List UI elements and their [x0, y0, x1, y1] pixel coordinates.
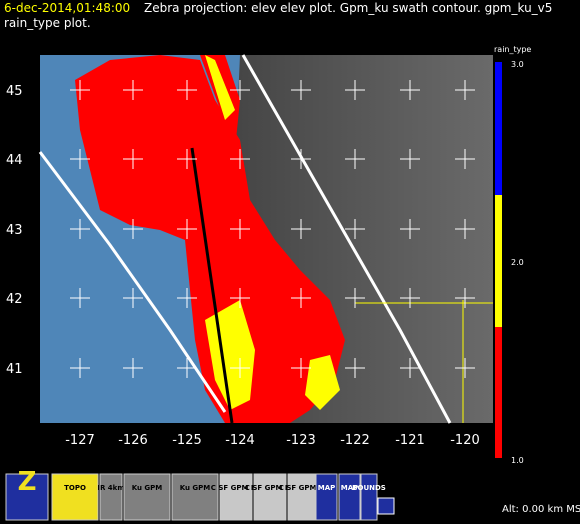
lon-label: -125 — [172, 433, 202, 448]
tool-icon[interactable]: Ku GPM — [123, 473, 171, 521]
tool-icon[interactable]: C SF GPM Ku — [279, 473, 329, 521]
icon-label: C SF GPM Ku — [279, 484, 329, 492]
altitude: Alt: 0.00 km MSL — [502, 504, 580, 515]
timestamp: 6-dec-2014,01:48:00 — [4, 1, 130, 15]
tool-icon[interactable]: BOUNDS — [352, 473, 386, 521]
header-line2: rain_type plot. — [4, 16, 91, 30]
icon-label: IR 4km — [97, 484, 124, 492]
toolbar: Z TOPO IR 4km Ku GPM Ku GPM C SF GPM KuC SF G… — [5, 467, 395, 521]
swath-edge — [241, 54, 452, 424]
icon-frame — [315, 473, 338, 521]
color-swatch — [495, 195, 502, 327]
precip-convective — [205, 55, 235, 120]
colorbar: rain_type 3.0 2.0 1.0 — [494, 45, 531, 465]
grid-button[interactable] — [377, 497, 395, 515]
icon-label: BOUNDS — [352, 484, 386, 492]
icon-label: Ku GPM — [180, 484, 211, 492]
lon-label: -120 — [450, 433, 480, 448]
lon-label: -126 — [118, 433, 148, 448]
icon-frame — [219, 473, 253, 521]
icon-label: C SF GPM Ku — [211, 484, 261, 492]
lat-label: 43 — [6, 223, 23, 238]
tool-icon[interactable]: C SF GPM Ku — [211, 473, 261, 521]
icon-frame — [5, 473, 49, 521]
icon-frame — [338, 473, 361, 521]
precip-stratiform — [75, 55, 345, 423]
icon-frame — [360, 473, 378, 521]
icon-frame — [99, 473, 123, 521]
colorbar-label: 2.0 — [511, 258, 524, 267]
lat-label: 42 — [6, 292, 23, 307]
tool-icon[interactable]: Z — [5, 467, 49, 521]
colorbar-label: 3.0 — [511, 60, 524, 69]
icon-label: Ku GPM — [132, 484, 163, 492]
lon-label: -127 — [65, 433, 95, 448]
icon-frame — [287, 473, 321, 521]
lon-label: -122 — [340, 433, 370, 448]
swath-edge — [38, 151, 227, 413]
lat-label: 41 — [6, 362, 23, 377]
colorbar-label: 1.0 — [511, 456, 524, 465]
map — [38, 54, 493, 424]
icon-label: C SF GPM Ku — [245, 484, 295, 492]
tool-icon[interactable]: MAP — [338, 473, 361, 521]
lon-label: -123 — [286, 433, 316, 448]
icon-label: TOPO — [64, 484, 86, 492]
color-swatch — [495, 327, 502, 458]
icon-frame — [171, 473, 219, 521]
icon-label: MAP — [341, 484, 359, 492]
tool-icon[interactable]: C SF GPM Ku — [245, 473, 295, 521]
header-description: Zebra projection: elev elev plot. Gpm_ku… — [144, 1, 552, 15]
icon-frame — [51, 473, 99, 521]
tool-icon[interactable]: Ku GPM — [171, 473, 219, 521]
icon-frame — [123, 473, 171, 521]
tool-icon[interactable]: MAP — [315, 473, 338, 521]
lat-label: 44 — [6, 153, 23, 168]
icon-label: MAP — [318, 484, 336, 492]
tool-icon[interactable]: TOPO — [51, 473, 99, 521]
color-swatch — [495, 62, 502, 195]
icon-frame — [253, 473, 287, 521]
tool-icon[interactable]: IR 4km — [97, 473, 125, 521]
lon-label: -121 — [395, 433, 425, 448]
icon-label: Z — [18, 467, 37, 497]
lat-label: 45 — [6, 84, 23, 99]
precip-convective — [305, 355, 340, 410]
track-line — [190, 147, 234, 424]
lon-label: -124 — [225, 433, 255, 448]
colorbar-title: rain_type — [494, 45, 531, 54]
